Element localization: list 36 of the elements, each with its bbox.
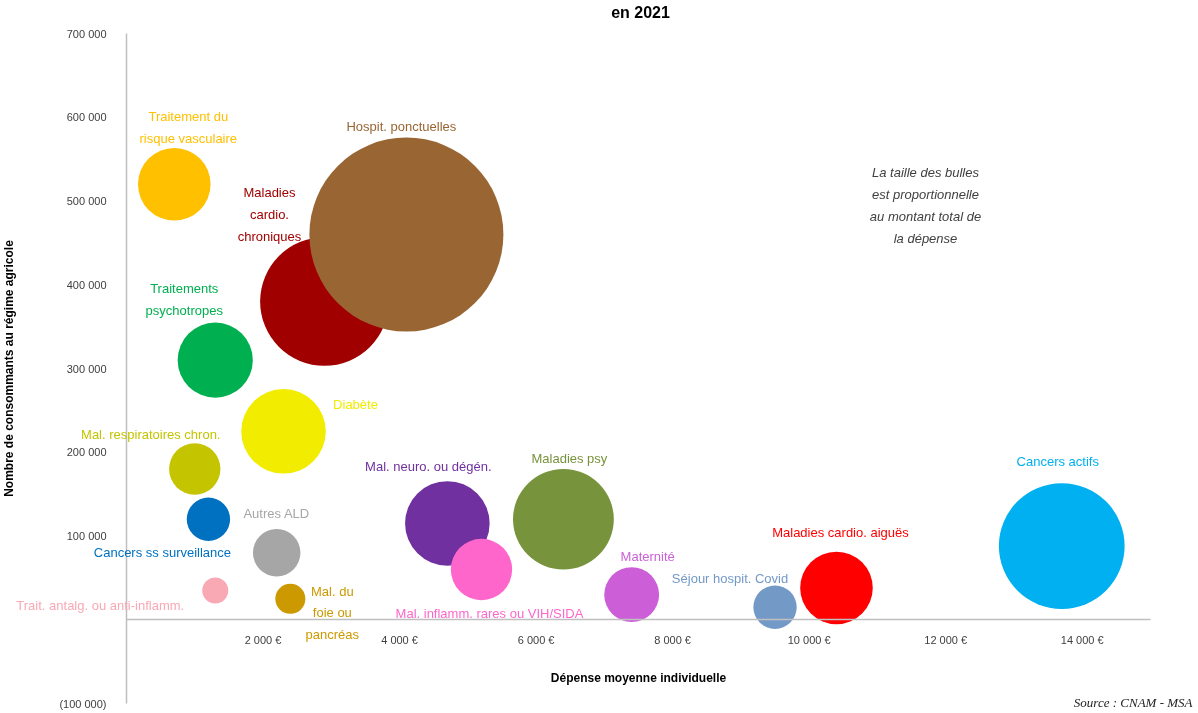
x-tick-label: 10 000 € (787, 633, 831, 646)
series-label: Diabète (333, 396, 378, 412)
x-tick-label: 2 000 € (244, 633, 282, 646)
series-label: Cancers actifs (1016, 453, 1100, 469)
y-tick-label: 100 000 (66, 530, 107, 542)
y-tick-label: 500 000 (66, 195, 107, 207)
series-label: Maladies psy (531, 450, 608, 466)
y-tick-label: 600 000 (66, 111, 107, 124)
x-tick-label: 12 000 € (924, 633, 968, 646)
series-label: Mal. respiratoires chron. (81, 426, 221, 442)
series-label: Mal. inflamm. rares ou VIH/SIDA (395, 606, 584, 621)
series-label: Traitements psychotropes (145, 280, 224, 318)
y-tick-label: 200 000 (66, 446, 107, 459)
chart-title: en 2021 (611, 4, 670, 21)
y-tick-label: 700 000 (66, 27, 107, 40)
y-tick-label: 400 000 (66, 278, 107, 291)
series-label: Hospit. ponctuelles (346, 119, 457, 134)
series-label: Mal. du foie ou pancréas (305, 583, 360, 643)
y-tick-label: 300 000 (66, 362, 107, 375)
series-label: Maladies cardio. chroniques (237, 185, 302, 244)
y-axis-title: Nombre de consommants au régime agricole (2, 239, 17, 497)
annotation: La taille des bulles est proportionnelle au montant total de la dépense (869, 165, 982, 246)
series-label: Mal. neuro. ou dégén. (365, 458, 492, 474)
series-label: Maladies cardio. aiguës (772, 525, 910, 541)
annotation: Source : CNAM - MSA (1073, 694, 1193, 710)
x-tick-label: 8 000 € (654, 633, 691, 646)
x-axis-title: Dépense moyenne individuelle (550, 670, 727, 685)
x-tick-label: 6 000 € (517, 633, 555, 646)
x-tick-label: 4 000 € (381, 633, 418, 646)
y-tick-label: (100 000) (59, 697, 107, 710)
series-label: Autres ALD (243, 506, 310, 522)
x-tick-label: 14 000 € (1060, 633, 1104, 646)
series-label: Maternité (620, 549, 675, 565)
series-label: Traitement du risque vasculaire (139, 108, 238, 146)
series-label: Séjour hospit. Covid (671, 570, 789, 586)
series-label: Cancers ss surveillance (93, 544, 232, 560)
